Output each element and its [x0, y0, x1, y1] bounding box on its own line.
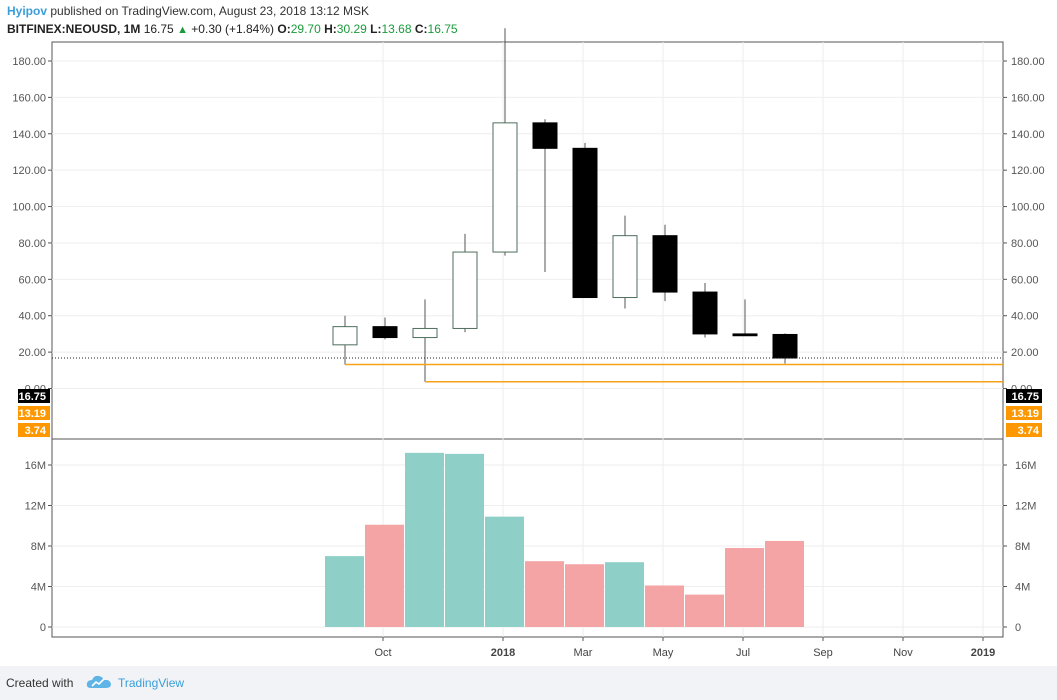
- vol-tick-label-left: 4M: [31, 582, 46, 594]
- footer-bar: Created with TradingView: [0, 666, 1057, 700]
- vol-tick-label-left: 0: [40, 622, 46, 634]
- y-tick-label-left: 60.00: [18, 274, 46, 286]
- author-name[interactable]: Hyipov: [7, 4, 48, 18]
- x-tick-label: Sep: [813, 647, 833, 659]
- candle-body: [412, 327, 438, 339]
- high-label: H:: [324, 22, 337, 36]
- volume-bar: [605, 562, 644, 627]
- published-text: published on TradingView.com, August 23,…: [50, 4, 370, 18]
- volume-bar: [725, 548, 764, 627]
- y-tick-label-left: 180.00: [12, 56, 46, 68]
- volume-bar: [365, 524, 404, 627]
- tradingview-link[interactable]: TradingView: [118, 676, 185, 690]
- y-tick-label-right: 40.00: [1011, 311, 1039, 323]
- x-tick-label: Oct: [374, 647, 391, 659]
- vol-tick-label-left: 16M: [25, 460, 46, 472]
- price-change: +0.30 (+1.84%): [191, 22, 275, 36]
- volume-bar: [525, 561, 564, 627]
- y-tick-label-right: 180.00: [1011, 56, 1045, 68]
- last-price: 16.75: [143, 22, 174, 36]
- x-tick-label: Mar: [574, 647, 593, 659]
- candle-body: [492, 122, 518, 253]
- volume-bar: [445, 453, 484, 627]
- price-tag-right: [1006, 406, 1042, 420]
- vol-tick-label-right: 0: [1015, 622, 1021, 634]
- close-value: 16.75: [427, 22, 458, 36]
- candle-body: [652, 235, 678, 293]
- close-label: C:: [414, 22, 428, 36]
- vol-tick-label-right: 4M: [1015, 582, 1030, 594]
- price-tag-right: [1006, 389, 1042, 403]
- vol-tick-label-right: 8M: [1015, 541, 1030, 553]
- plot-frame: [51, 41, 1004, 638]
- vol-tick-label-right: 12M: [1015, 501, 1036, 513]
- price-tag-right-text: 16.75: [1011, 391, 1039, 403]
- y-tick-label-left: 160.00: [12, 92, 46, 104]
- low-value: 13.68: [381, 22, 412, 36]
- volume-bar: [685, 594, 724, 627]
- y-tick-label-left: 20.00: [18, 347, 46, 359]
- y-tick-label-left: 80.00: [18, 238, 46, 250]
- y-tick-label-left: 140.00: [12, 129, 46, 141]
- high-value: 30.29: [336, 22, 367, 36]
- open-label: O:: [277, 22, 291, 36]
- y-tick-label-right: 120.00: [1011, 165, 1045, 177]
- price-tag-right: [1006, 423, 1042, 437]
- tradingview-cloud-icon[interactable]: [86, 674, 112, 693]
- open-value: 29.70: [290, 22, 321, 36]
- price-tag-right-text: 13.19: [1011, 408, 1039, 420]
- price-tag-left-text: 3.74: [25, 425, 47, 437]
- volume-bar: [645, 585, 684, 627]
- vol-tick-label-left: 8M: [31, 541, 46, 553]
- publish-info: Hyipov published on TradingView.com, Aug…: [7, 4, 369, 18]
- price-tag-right-text: 3.74: [1018, 425, 1040, 437]
- low-label: L:: [370, 22, 382, 36]
- candle-body: [532, 122, 558, 149]
- symbol-label: BITFINEX:NEOUSD, 1M: [7, 22, 141, 36]
- price-tag-left: [18, 406, 50, 420]
- y-tick-label-right: 20.00: [1011, 347, 1039, 359]
- y-tick-label-right: 140.00: [1011, 129, 1045, 141]
- y-tick-label-left: 120.00: [12, 165, 46, 177]
- price-volume-chart[interactable]: Oct2018MarMayJulSepNov20190.000.0020.002…: [0, 0, 1057, 666]
- price-tag-left-text: 16.75: [18, 391, 46, 403]
- price-tag-left-text: 13.19: [18, 408, 46, 420]
- candle-body: [332, 326, 358, 346]
- volume-bar: [405, 452, 444, 627]
- price-tag-left: [18, 389, 50, 403]
- candle-body: [372, 326, 398, 339]
- created-with-text: Created with: [6, 676, 74, 690]
- candle-body: [452, 251, 478, 329]
- y-tick-label-right: 100.00: [1011, 202, 1045, 214]
- up-arrow-icon: ▲: [177, 24, 188, 36]
- ohlc-legend: BITFINEX:NEOUSD, 1M 16.75 ▲ +0.30 (+1.84…: [7, 22, 458, 36]
- y-tick-label-right: 80.00: [1011, 238, 1039, 250]
- volume-bar: [565, 564, 604, 627]
- y-tick-label-right: 60.00: [1011, 274, 1039, 286]
- candle-body: [692, 291, 718, 335]
- vol-tick-label-left: 12M: [25, 501, 46, 513]
- volume-bar: [325, 556, 364, 627]
- candle-body: [572, 147, 598, 299]
- y-tick-label-right: 160.00: [1011, 92, 1045, 104]
- candle-body: [612, 235, 638, 299]
- x-tick-label: Jul: [736, 647, 750, 659]
- vol-tick-label-right: 16M: [1015, 460, 1036, 472]
- x-tick-label: Nov: [893, 647, 913, 659]
- volume-bar: [765, 540, 804, 627]
- price-tag-left: [18, 423, 50, 437]
- y-tick-label-left: 40.00: [18, 311, 46, 323]
- x-tick-label: 2019: [971, 647, 995, 659]
- y-tick-label-left: 100.00: [12, 202, 46, 214]
- volume-bar: [485, 516, 524, 627]
- candle-body: [732, 333, 758, 337]
- x-tick-label: May: [653, 647, 674, 659]
- x-tick-label: 2018: [491, 647, 515, 659]
- candle-body: [772, 333, 798, 359]
